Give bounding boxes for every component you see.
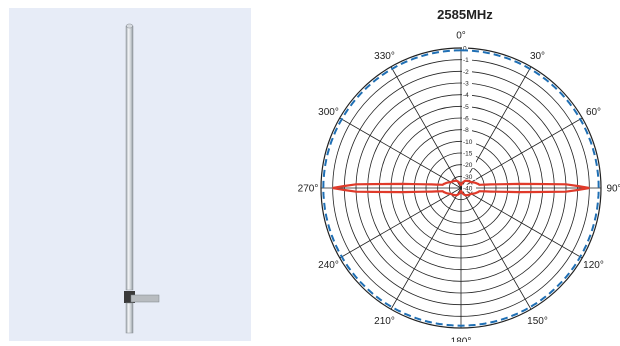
polar-spoke	[390, 187, 462, 310]
angle-label: 180°	[451, 337, 472, 343]
ring-label: -30	[463, 174, 473, 181]
angle-label: 330°	[374, 51, 395, 62]
polar-spoke	[339, 117, 462, 189]
angle-label: 150°	[527, 316, 548, 327]
series-solid-curve	[332, 179, 590, 197]
antenna-clamp	[124, 291, 135, 303]
ring-label: -3	[463, 81, 469, 88]
ring-label: -40	[463, 186, 473, 193]
ring-label-bg	[462, 102, 472, 110]
angle-label: 270°	[298, 184, 319, 195]
ring-label: -1	[463, 57, 469, 64]
polar-spoke	[339, 187, 462, 259]
angle-label: 240°	[318, 260, 339, 271]
antenna-illustration	[124, 23, 160, 334]
ring-label: -10	[463, 139, 473, 146]
series-dashed-curve	[322, 49, 600, 327]
ring-label: -6	[463, 116, 469, 123]
antenna-photo-panel	[9, 8, 251, 341]
chart-title: 2585MHz	[437, 7, 493, 22]
ring-label: -15	[463, 151, 473, 158]
angle-label: 300°	[318, 107, 339, 118]
angle-label: 120°	[583, 260, 604, 271]
ring-label: -8	[463, 127, 469, 134]
ring-label-bg	[462, 44, 468, 52]
ring-label: -20	[463, 162, 473, 169]
polar-spoke	[460, 187, 532, 310]
ring-label-bg	[462, 161, 476, 169]
ring-label-bg	[462, 67, 472, 75]
antenna-bracket	[130, 294, 160, 303]
polar-spoke	[460, 187, 583, 259]
ring-label: 0	[463, 46, 467, 53]
ring-label: -2	[463, 69, 469, 76]
ring-label-bg	[462, 79, 472, 87]
angle-label: 90°	[606, 184, 620, 195]
ring-label-bg	[462, 56, 472, 64]
ring-label-bg	[462, 91, 472, 99]
ring-label-bg	[462, 137, 476, 145]
angle-label: 60°	[586, 107, 601, 118]
ring-label-bg	[462, 172, 476, 180]
angle-label: 30°	[530, 51, 545, 62]
polar-spoke	[460, 117, 583, 189]
ring-label-bg	[462, 114, 472, 122]
ring-label: -5	[463, 104, 469, 111]
angle-label: 210°	[374, 316, 395, 327]
ring-label: -4	[463, 92, 469, 99]
polar-spoke	[390, 66, 462, 189]
ring-label-bg	[462, 184, 476, 192]
antenna-tip	[126, 23, 133, 29]
angle-label: 0°	[456, 31, 466, 42]
ring-label-bg	[462, 126, 472, 134]
ring-label-bg	[462, 149, 476, 157]
antenna-base	[125, 302, 134, 334]
